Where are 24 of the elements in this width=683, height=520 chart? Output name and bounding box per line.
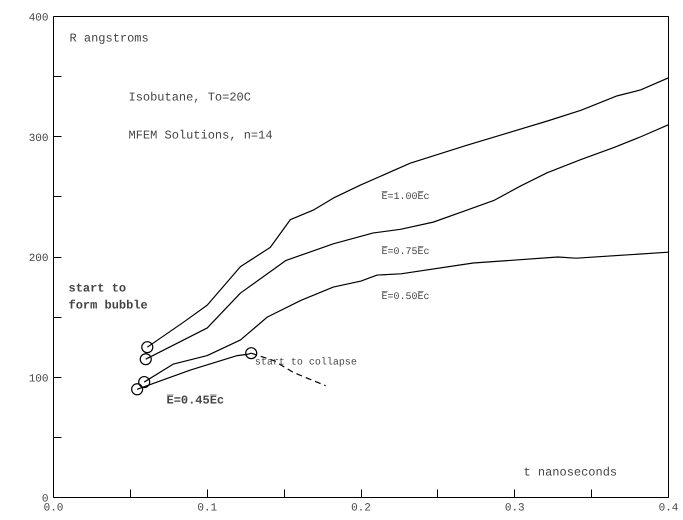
x-tick-label: 0.2 xyxy=(351,502,371,514)
y-tick-label: 200 xyxy=(28,253,49,265)
annotation: Isobutane, To=20C xyxy=(128,90,251,104)
annotation: MFEM Solutions, n=14 xyxy=(128,128,273,142)
x-tick-label: 0.3 xyxy=(504,502,525,514)
y-tick-label: 400 xyxy=(28,12,49,24)
y-tick-label: 300 xyxy=(28,132,49,145)
point xyxy=(141,341,154,354)
annotation: start to collapse xyxy=(254,356,357,368)
x-tick-label: 0.4 xyxy=(658,502,679,514)
annotation: start to form bubble xyxy=(68,282,148,312)
x-tick-label: 0.1 xyxy=(197,502,218,514)
point xyxy=(140,353,152,366)
point xyxy=(131,383,144,396)
y-axis-title: R angstroms xyxy=(70,32,149,46)
x-axis-title: t nanoseconds xyxy=(524,466,618,480)
y-tick-label: 100 xyxy=(28,373,49,386)
point xyxy=(138,376,150,388)
annotation: E̅=1.00E̅c xyxy=(382,190,430,203)
x-tick-label: 0.0 xyxy=(44,502,64,514)
annotation: E̅=0.45E̅c xyxy=(166,394,224,408)
point xyxy=(245,347,258,360)
annotation: E̅=0.50E̅c xyxy=(382,290,430,303)
annotation: E̅=0.75E̅c xyxy=(382,246,430,258)
